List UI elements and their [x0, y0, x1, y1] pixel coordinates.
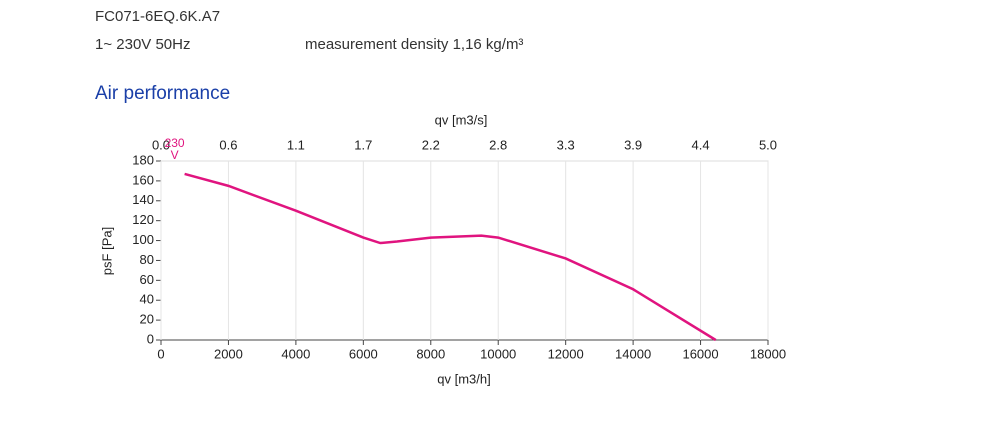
plot-frame — [160, 160, 769, 341]
x-tick-label: 12000 — [548, 346, 584, 361]
x2-tick-label: 3.3 — [557, 137, 575, 152]
y-tick-label: 40 — [140, 292, 154, 307]
y-tick-label: 0 — [147, 331, 154, 346]
x-tick-label: 10000 — [480, 346, 516, 361]
y-label: psF [Pa] — [99, 227, 114, 275]
x-tick-label: 2000 — [214, 346, 243, 361]
x2-tick-label: 0.6 — [219, 137, 237, 152]
density: measurement density 1,16 kg/m³ — [305, 36, 524, 53]
x2-tick-label: 1.7 — [354, 137, 372, 152]
x-tick-label: 18000 — [750, 346, 786, 361]
x-tick-label: 8000 — [416, 346, 445, 361]
x2-tick-label: 1.1 — [287, 137, 305, 152]
y-tick-label: 80 — [140, 252, 154, 267]
x2-label: qv [m3/s] — [435, 112, 488, 127]
x-tick-label: 16000 — [682, 346, 718, 361]
y-tick-label: 60 — [140, 272, 154, 287]
x2-tick-label: 0.0 — [152, 137, 170, 152]
y-tick-label: 20 — [140, 312, 154, 327]
x-tick-label: 14000 — [615, 346, 651, 361]
x-tick-label: 6000 — [349, 346, 378, 361]
series-label: 230 V — [164, 137, 185, 162]
x-label: qv [m3/h] — [437, 371, 490, 386]
x2-tick-label: 4.4 — [692, 137, 710, 152]
x2-tick-label: 2.2 — [422, 137, 440, 152]
x-tick-label: 4000 — [281, 346, 310, 361]
x2-tick-label: 2.8 — [489, 137, 507, 152]
model: FC071-6EQ.6K.A7 — [95, 8, 221, 25]
y-tick-label: 120 — [132, 212, 154, 227]
x2-tick-label: 5.0 — [759, 137, 777, 152]
y-tick-label: 100 — [132, 232, 154, 247]
series-label-box: 230 V — [164, 137, 185, 162]
x-tick-label: 0 — [157, 346, 164, 361]
section-title: Air performance — [95, 83, 231, 104]
y-tick-label: 180 — [132, 152, 154, 167]
y-tick-label: 160 — [132, 172, 154, 187]
series-line — [184, 172, 717, 342]
x2-tick-label: 3.9 — [624, 137, 642, 152]
supply: 1~ 230V 50Hz — [95, 36, 191, 53]
y-tick-label: 140 — [132, 192, 154, 207]
